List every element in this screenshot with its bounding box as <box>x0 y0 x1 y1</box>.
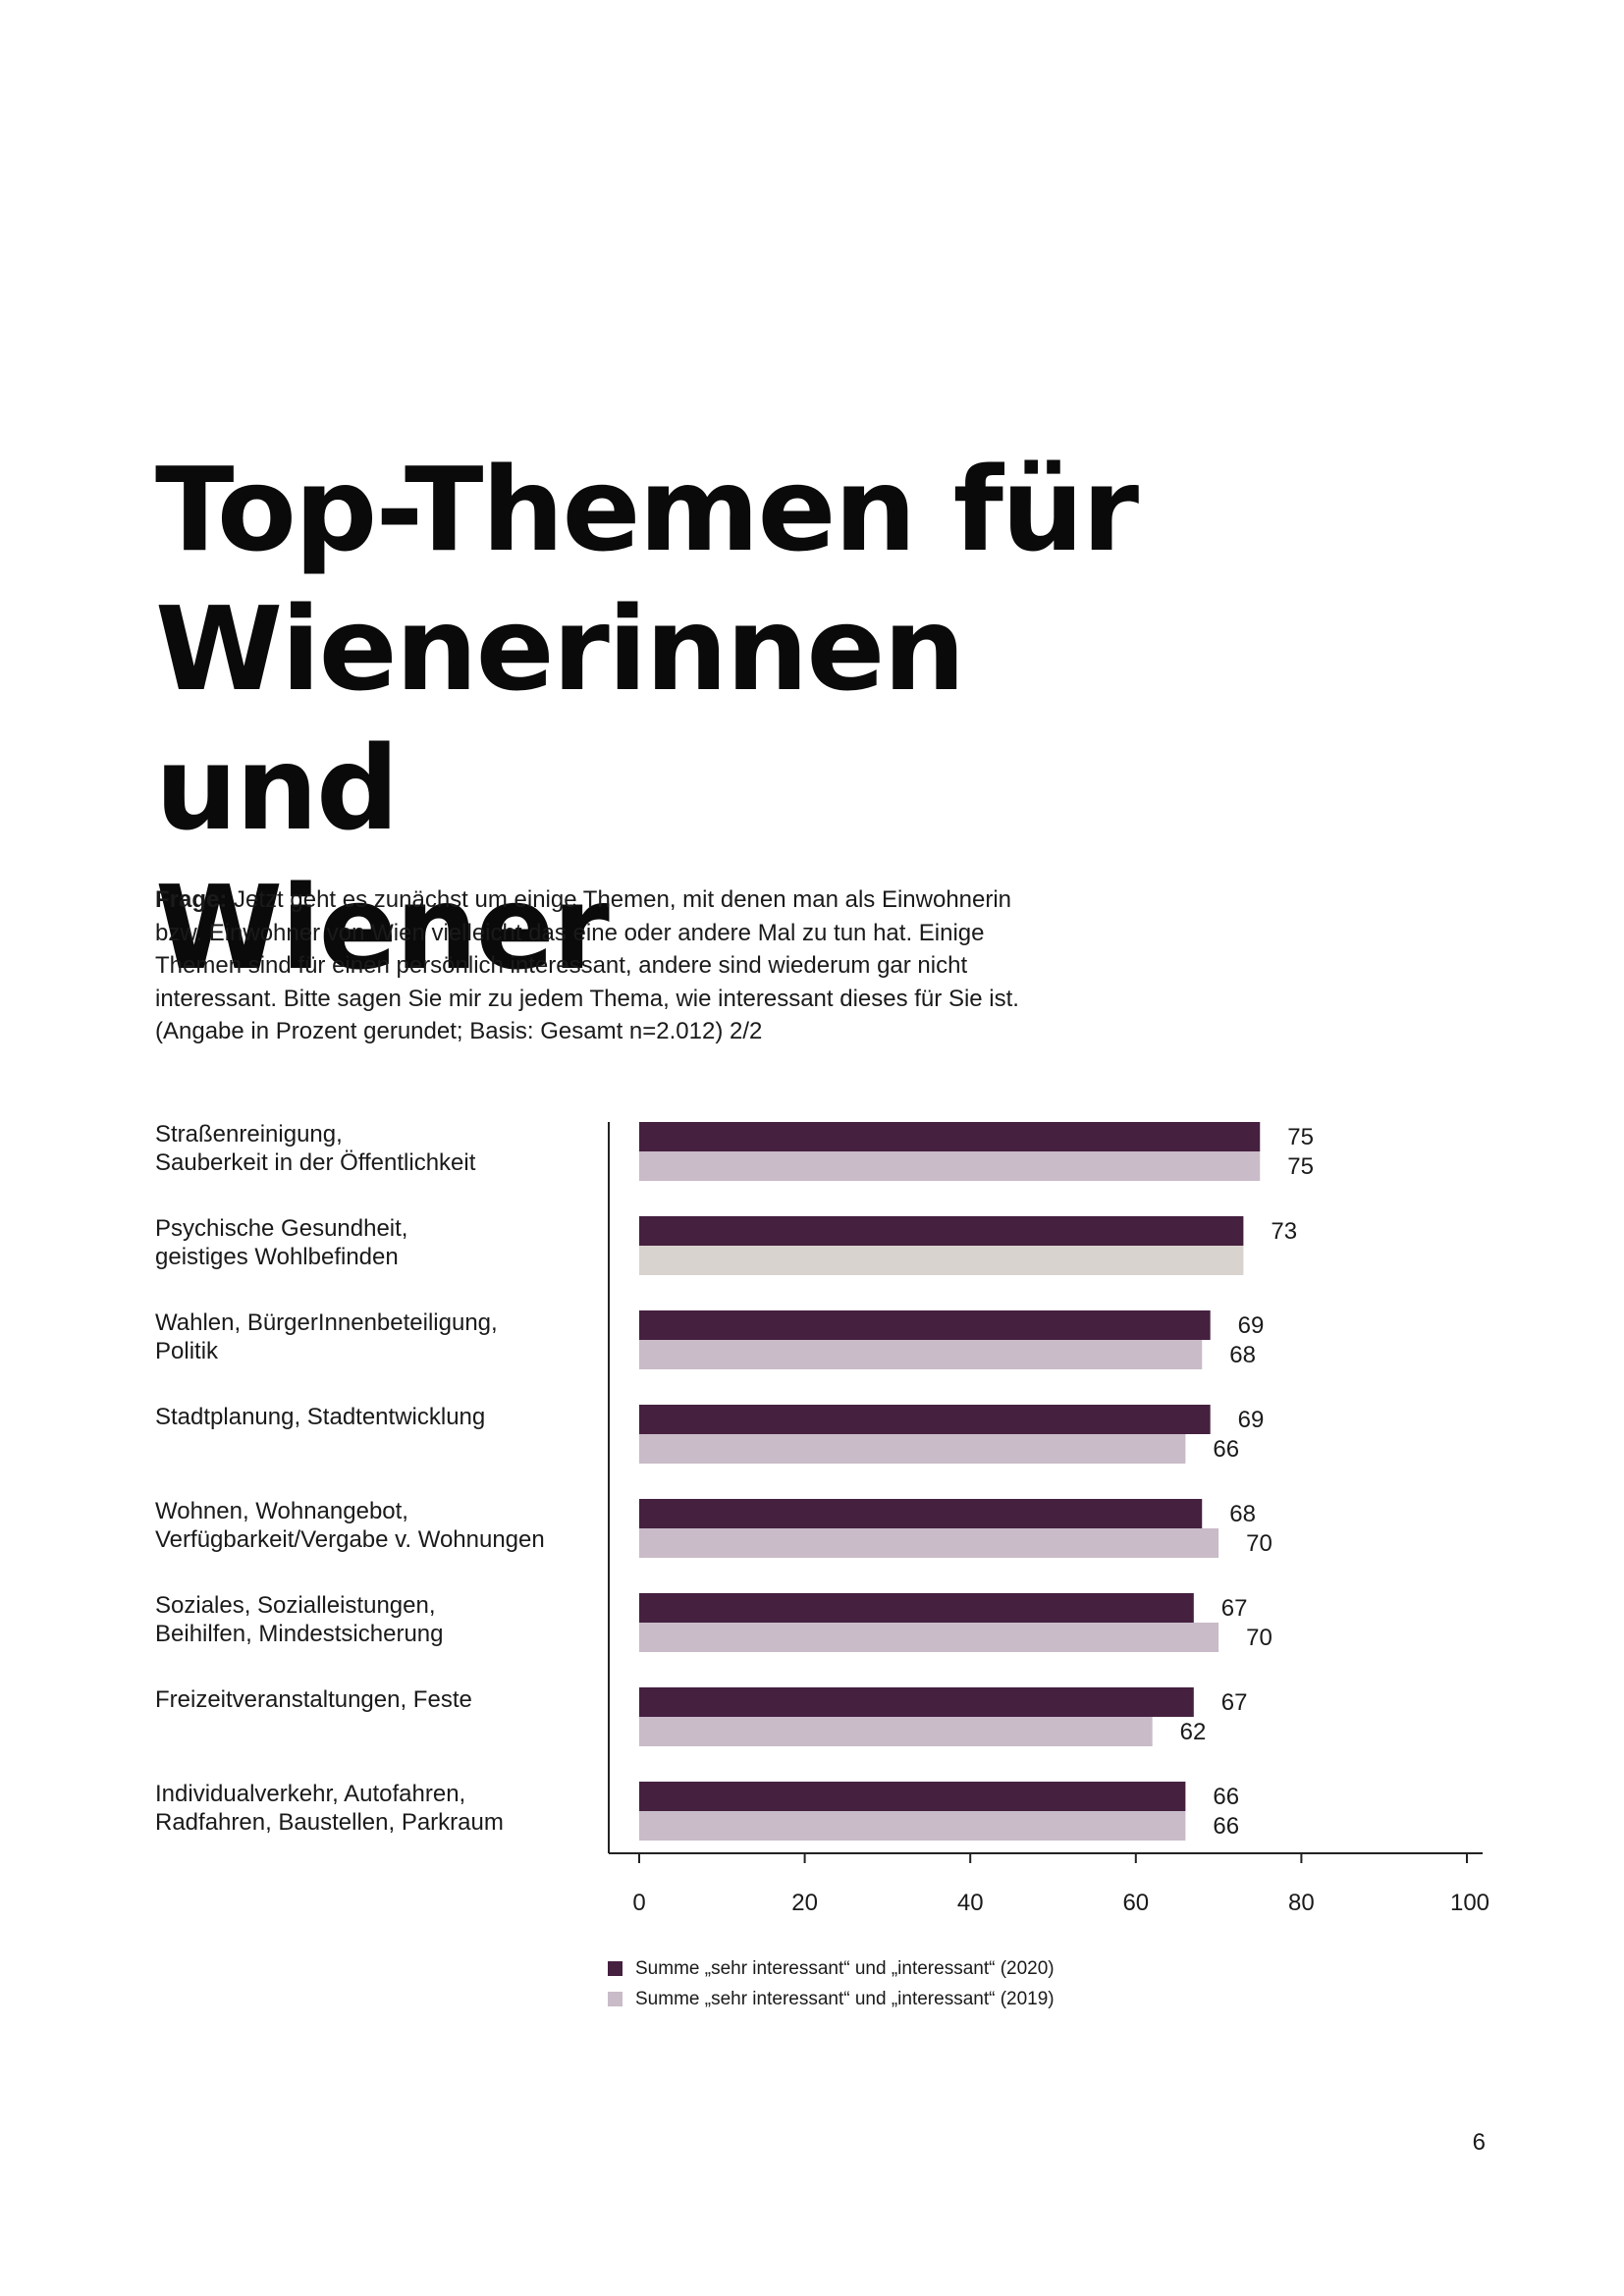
question-label: Frage: <box>155 886 228 913</box>
data-label-2020: 75 <box>1287 1124 1314 1150</box>
data-label-2020: 66 <box>1213 1784 1239 1810</box>
question-body: Jetzt geht es zunächst um einige Themen,… <box>155 886 1019 1044</box>
bar-2019 <box>639 1717 1153 1746</box>
bar-2020 <box>639 1782 1186 1811</box>
data-label-2019: 68 <box>1229 1342 1256 1368</box>
bar-2019 <box>639 1246 1244 1275</box>
bar-2019 <box>639 1340 1203 1369</box>
category-label-line: Individualverkehr, Autofahren, <box>155 1781 466 1807</box>
bar-2020 <box>639 1216 1244 1246</box>
bar-2019 <box>639 1434 1186 1464</box>
category-label-line: Sauberkeit in der Öffentlichkeit <box>155 1149 476 1176</box>
page-title: Top-Themen für Wienerinnen und Wiener <box>155 440 1235 997</box>
legend-item-2020: Summe „sehr interessant“ und „interessan… <box>608 1953 1055 1984</box>
data-label-2019: 66 <box>1213 1813 1239 1840</box>
category-label: Straßenreinigung, Sauberkeit in der Öffe… <box>155 1120 587 1177</box>
data-label-2020: 67 <box>1221 1689 1248 1716</box>
bar-2020 <box>639 1687 1194 1717</box>
data-label-2019: 75 <box>1287 1153 1314 1180</box>
bar-2020 <box>639 1499 1203 1528</box>
category-label-line: Beihilfen, Mindestsicherung <box>155 1621 444 1647</box>
x-tick-label: 20 <box>791 1890 818 1916</box>
bar-2019 <box>639 1151 1261 1181</box>
legend-label-2020: Summe „sehr interessant“ und „interessan… <box>635 1957 1055 1979</box>
bar-2019 <box>639 1528 1219 1558</box>
page-number: 6 <box>1472 2129 1486 2156</box>
x-tick-label: 80 <box>1288 1890 1315 1916</box>
category-label-line: Straßenreinigung, <box>155 1121 343 1148</box>
bar-2020 <box>639 1122 1261 1151</box>
title-line: Wiener <box>155 860 610 995</box>
category-label: Soziales, Sozialleistungen, Beihilfen, M… <box>155 1591 587 1648</box>
category-label-line: geistiges Wohlbefinden <box>155 1244 399 1270</box>
data-label-2020: 69 <box>1238 1312 1265 1339</box>
legend-label-2019: Summe „sehr interessant“ und „interessan… <box>635 1988 1055 2009</box>
category-label: Wahlen, BürgerInnenbeteiligung, Politik <box>155 1308 587 1365</box>
data-label-2019: 70 <box>1246 1625 1272 1651</box>
category-label-line: Soziales, Sozialleistungen, <box>155 1592 436 1619</box>
bar-2020 <box>639 1310 1211 1340</box>
category-label: Stadtplanung, Stadtentwicklung <box>155 1403 587 1431</box>
data-label-2019: 70 <box>1246 1530 1272 1557</box>
category-label: Freizeitveranstaltungen, Feste <box>155 1685 587 1714</box>
category-label-line: Psychische Gesundheit, <box>155 1215 408 1242</box>
title-line: Wienerinnen und <box>155 581 965 856</box>
bar-2020 <box>639 1593 1194 1623</box>
x-tick-label: 100 <box>1450 1890 1489 1916</box>
x-tick-label: 40 <box>957 1890 984 1916</box>
category-label-line: Wahlen, BürgerInnenbeteiligung, <box>155 1309 498 1336</box>
data-label-2020: 69 <box>1238 1407 1265 1433</box>
data-label-2020: 73 <box>1271 1218 1297 1245</box>
category-label-line: Wohnen, Wohnangebot, <box>155 1498 408 1524</box>
data-label-2020: 67 <box>1221 1595 1248 1622</box>
category-label: Wohnen, Wohnangebot, Verfügbarkeit/Verga… <box>155 1497 587 1554</box>
title-line: Top-Themen für <box>155 442 1139 577</box>
category-label-line: Politik <box>155 1338 219 1364</box>
data-label-2020: 68 <box>1229 1501 1256 1527</box>
category-label: Psychische Gesundheit, geistiges Wohlbef… <box>155 1214 587 1271</box>
bar-2019 <box>639 1811 1186 1841</box>
legend-item-2019: Summe „sehr interessant“ und „interessan… <box>608 1984 1055 2014</box>
chart-legend: Summe „sehr interessant“ und „interessan… <box>608 1953 1055 2014</box>
category-label-line: Freizeitveranstaltungen, Feste <box>155 1686 472 1713</box>
data-label-2019: 62 <box>1180 1719 1207 1745</box>
category-label: Individualverkehr, Autofahren, Radfahren… <box>155 1780 587 1837</box>
question-text: Frage: Jetzt geht es zunächst um einige … <box>155 883 1058 1048</box>
x-tick-label: 60 <box>1122 1890 1149 1916</box>
bar-2020 <box>639 1405 1211 1434</box>
legend-swatch-2019 <box>608 1992 623 2006</box>
legend-swatch-2020 <box>608 1961 623 1976</box>
data-label-2019: 66 <box>1213 1436 1239 1463</box>
category-label-line: Stadtplanung, Stadtentwicklung <box>155 1404 486 1430</box>
x-tick-label: 0 <box>632 1890 645 1916</box>
category-label-line: Verfügbarkeit/Vergabe v. Wohnungen <box>155 1526 545 1553</box>
bar-2019 <box>639 1623 1219 1652</box>
category-label-line: Radfahren, Baustellen, Parkraum <box>155 1809 504 1836</box>
